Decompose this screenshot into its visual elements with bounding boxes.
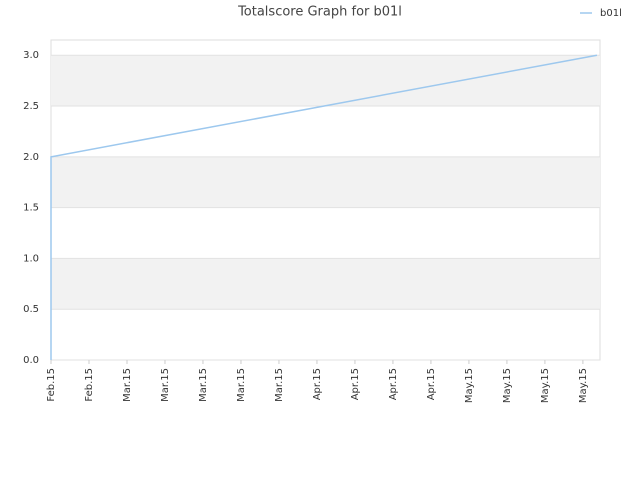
x-tick-label: Apr.15 xyxy=(426,368,437,400)
x-tick-label: Mar.15 xyxy=(198,368,209,402)
x-tick-label: Apr.15 xyxy=(388,368,399,400)
y-tick-label: 1.0 xyxy=(23,253,39,264)
x-tick-label: Apr.15 xyxy=(350,368,361,400)
x-tick-label: Feb.15 xyxy=(46,368,57,402)
x-tick-label: Mar.15 xyxy=(122,368,133,402)
y-tick-label: 0.5 xyxy=(23,304,39,315)
x-tick-label: May.15 xyxy=(578,368,589,403)
chart-title: Totalscore Graph for b01l xyxy=(237,5,402,20)
y-tick-label: 2.5 xyxy=(23,101,39,112)
grid-band xyxy=(51,156,600,208)
x-tick-label: May.15 xyxy=(540,368,551,403)
legend-label: b01l xyxy=(600,8,622,19)
grid-band xyxy=(51,55,600,107)
y-tick-label: 2.0 xyxy=(23,152,39,163)
y-tick-label: 3.0 xyxy=(23,50,39,61)
series-line xyxy=(50,54,598,360)
x-tick-label: Apr.15 xyxy=(312,368,323,400)
x-tick-label: Mar.15 xyxy=(236,368,247,402)
x-tick-label: May.15 xyxy=(502,368,513,403)
grid-band xyxy=(51,258,600,310)
y-tick-label: 0.0 xyxy=(23,355,39,366)
y-tick-label: 1.5 xyxy=(23,203,39,214)
x-tick-label: May.15 xyxy=(464,368,475,403)
x-tick-label: Feb.15 xyxy=(84,368,95,402)
x-tick-label: Mar.15 xyxy=(160,368,171,402)
x-tick-label: Mar.15 xyxy=(274,368,285,402)
